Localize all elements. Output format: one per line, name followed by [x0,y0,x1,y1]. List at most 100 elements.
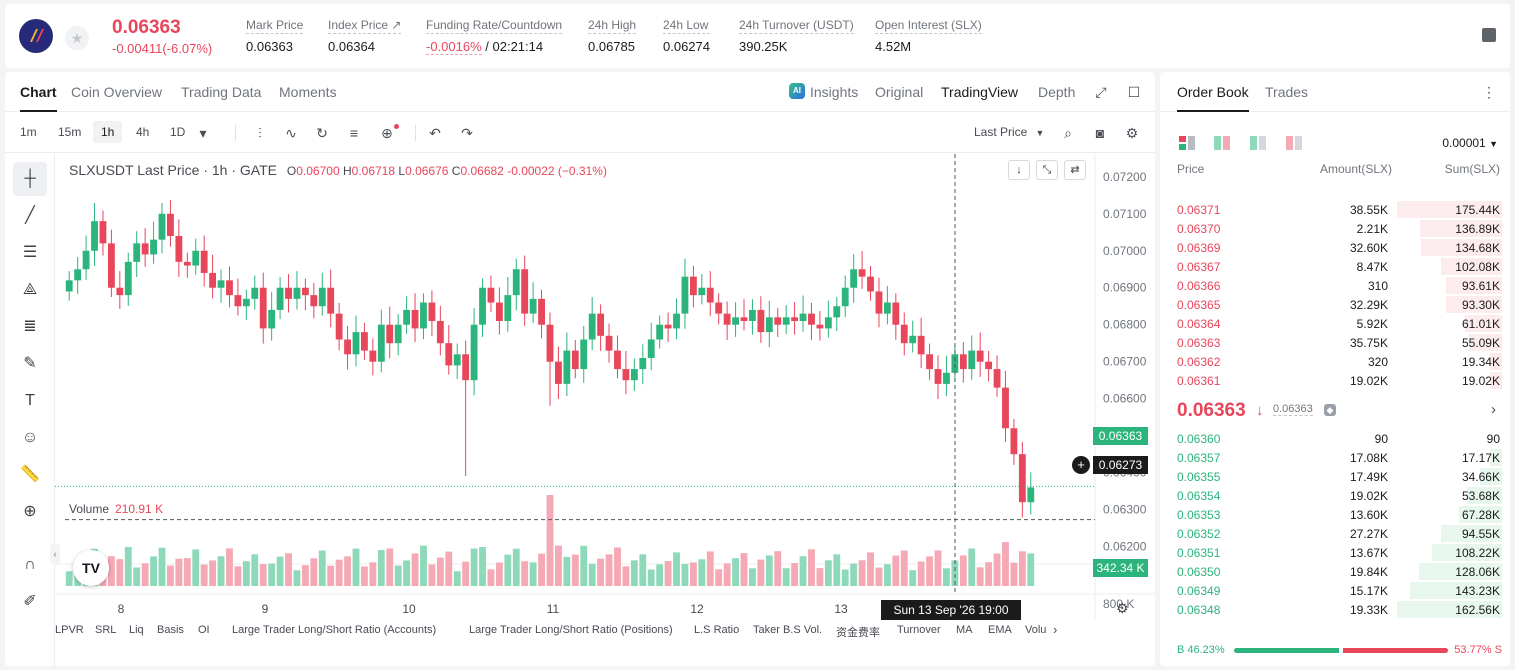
ask-row[interactable]: 0.06362 320 19.34K [1160,352,1510,371]
pencil-lock-tool-icon[interactable]: ✐ [23,593,37,610]
bid-row[interactable]: 0.06351 13.67K 108.22K [1160,543,1510,562]
ask-row[interactable]: 0.06367 8.47K 102.08K [1160,257,1510,276]
swap-icon[interactable]: ⇄ [1064,160,1086,180]
indicator-basis[interactable]: Basis [157,624,184,636]
bid-row[interactable]: 0.06360 90 90 [1160,429,1510,448]
view-original[interactable]: Original [875,84,924,100]
view-both-icon[interactable] [1179,136,1195,150]
ask-row[interactable]: 0.06370 2.21K 136.89K [1160,219,1510,238]
redo-icon[interactable]: ↷ [461,125,473,141]
indicator-lt-positions[interactable]: Large Trader Long/Short Ratio (Positions… [469,624,673,636]
ask-row[interactable]: 0.06361 19.02K 19.02K [1160,371,1510,390]
notebook-icon[interactable] [1482,28,1496,42]
stat-label[interactable]: Funding Rate/Countdown [426,18,563,34]
tab-order-book[interactable]: Order Book [1177,84,1249,112]
chevron-right-icon[interactable]: › [1491,401,1496,418]
zoom-tool-icon[interactable]: ⊕ [23,503,37,520]
indicator-srl[interactable]: SRL [95,624,117,636]
brush-tool-icon[interactable]: ✎ [23,355,37,372]
indicator-volume[interactable]: Volu [1025,624,1047,636]
volume-bar [285,553,292,586]
timeframe-dropdown-icon[interactable]: ▾ [199,125,207,141]
indicator-ma[interactable]: MA [956,624,973,636]
ruler-tool-icon[interactable]: 📏 [20,466,40,483]
fullscreen-icon[interactable]: ☐ [1127,84,1141,100]
horizontal-lines-tool-icon[interactable]: ☰ [22,244,38,261]
scroll-down-icon[interactable]: ↓ [1008,160,1030,180]
bid-row[interactable]: 0.06348 19.33K 162.56K [1160,600,1510,619]
indicator-ls-ratio[interactable]: L.S Ratio [694,624,740,636]
fib-tool-icon[interactable]: ≣ [23,318,37,335]
timeframe-15m[interactable]: 15m [58,125,82,139]
timeframe-1h[interactable]: 1h [93,121,123,143]
indicator-funding[interactable]: 资金费率 [836,627,880,639]
add-order-icon[interactable]: + [1072,456,1090,474]
tab-coin-overview[interactable]: Coin Overview [71,84,163,100]
search-icon[interactable]: ⌕ [1064,125,1072,141]
time-axis-settings-icon[interactable]: ⚙ [1116,600,1129,616]
replay-icon[interactable]: ↻ [316,125,328,141]
bid-row[interactable]: 0.06352 27.27K 94.55K [1160,524,1510,543]
precision-select[interactable]: 0.00001 ▼ [1442,136,1498,150]
ask-row[interactable]: 0.06365 32.29K 93.30K [1160,295,1510,314]
indicator-liq[interactable]: Liq [129,624,144,636]
view-depth[interactable]: Depth [1038,84,1076,100]
ask-row[interactable]: 0.06363 35.75K 55.09K [1160,333,1510,352]
undo-icon[interactable]: ↶ [429,125,441,141]
crosshair-tool-icon[interactable]: ┼ [13,162,47,196]
indicator-ema[interactable]: EMA [988,624,1012,636]
tab-trades[interactable]: Trades [1265,84,1309,100]
ask-row[interactable]: 0.06369 32.60K 134.68K [1160,238,1510,257]
indicator-lt-accounts[interactable]: Large Trader Long/Short Ratio (Accounts) [232,624,437,636]
price-type-dropdown-icon[interactable]: ▼ [1035,128,1045,138]
price-chart[interactable]: 0.07200 0.07100 0.07000 0.06900 0.06800 0.067… [55,154,1155,620]
bid-row[interactable]: 0.06357 17.08K 17.17K [1160,448,1510,467]
tab-chart[interactable]: Chart [20,84,57,112]
ask-row[interactable]: 0.06366 310 93.61K [1160,276,1510,295]
pattern-tool-icon[interactable]: ⟁ [22,281,38,298]
view-asks-icon[interactable] [1286,136,1302,150]
alerts-icon[interactable]: ⊕ [381,125,393,141]
view-bids-icon[interactable] [1250,136,1266,150]
ask-row[interactable]: 0.06371 38.55K 175.44K [1160,200,1510,219]
tradingview-logo[interactable]: TV [73,550,109,586]
timeframe-1m[interactable]: 1m [20,125,37,139]
text-tool-icon[interactable]: T [25,392,35,409]
indicator-lpvr[interactable]: LPVR [55,624,84,636]
bid-row[interactable]: 0.06354 19.02K 53.68K [1160,486,1510,505]
emoji-tool-icon[interactable]: ☺ [21,429,39,446]
ask-row[interactable]: 0.06364 5.92K 61.01K [1160,314,1510,333]
tab-trading-data[interactable]: Trading Data [181,84,262,100]
bid-row[interactable]: 0.06349 15.17K 143.23K [1160,581,1510,600]
trendline-tool-icon[interactable]: ╱ [25,207,35,224]
bid-row[interactable]: 0.06353 13.60K 67.28K [1160,505,1510,524]
stat-label[interactable]: Open Interest (SLX) [875,18,982,34]
expand-icon[interactable]: ⤢ [1095,84,1107,100]
candle-type-icon[interactable]: ⫶ [258,125,262,141]
collapse-icon[interactable]: ⤡ [1036,160,1058,180]
magnet-tool-icon[interactable]: ∩ [24,556,36,573]
favorite-star-icon[interactable]: ★ [65,26,89,50]
price-type-select[interactable]: Last Price [974,125,1028,139]
indicator-turnover[interactable]: Turnover [897,624,941,636]
settings-gear-icon[interactable]: ⚙ [1125,125,1139,141]
indicator-taker-vol[interactable]: Taker B.S Vol. [753,624,823,636]
view-tradingview[interactable]: TradingView [941,84,1019,100]
collapse-panel-icon[interactable]: ‹ [50,544,60,564]
bid-row[interactable]: 0.06350 19.84K 128.06K [1160,562,1510,581]
stat-label[interactable]: Index Price ↗ [328,18,402,34]
timeframe-4h[interactable]: 4h [136,125,150,139]
view-insights[interactable]: Insights [810,84,859,100]
templates-icon[interactable]: ≡ [349,125,359,141]
candle-body [976,350,984,362]
bid-row[interactable]: 0.06355 17.49K 34.66K [1160,467,1510,486]
camera-icon[interactable]: ◙ [1095,125,1105,141]
tab-moments[interactable]: Moments [279,84,337,100]
indicator-oi[interactable]: OI [198,624,210,636]
indicator-next-icon[interactable]: › [1053,622,1058,637]
stat-label[interactable]: Mark Price [246,18,304,34]
indicators-icon[interactable]: ∿ [285,125,297,141]
more-menu-icon[interactable]: ⋮ [1482,84,1496,100]
timeframe-1d[interactable]: 1D [170,125,186,139]
view-bids-asks-icon[interactable] [1214,136,1230,150]
